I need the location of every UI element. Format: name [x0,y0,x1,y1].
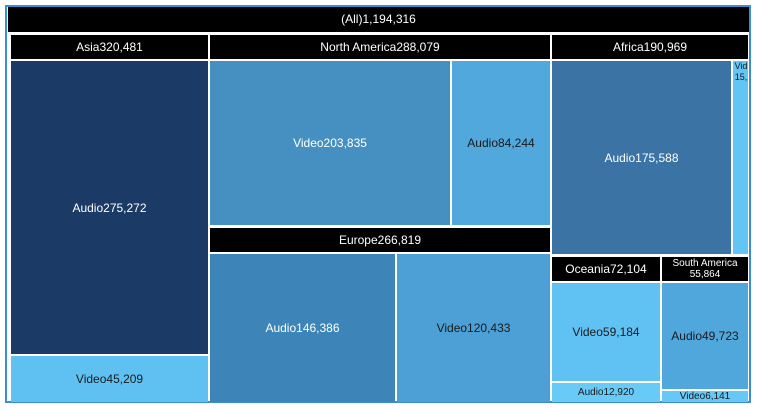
asia-video-value: 45,209 [106,372,144,386]
north-america-header[interactable]: North America 288,079 [210,35,550,59]
oceania-audio-label: Audio [577,387,604,398]
north-america-audio-label: Audio [467,136,498,150]
africa-audio-value: 175,588 [635,150,679,165]
oceania-header[interactable]: Oceania 72,104 [552,257,660,281]
europe-label: Europe [338,232,378,247]
africa-label: Africa [612,39,644,54]
oceania-value: 72,104 [610,261,647,276]
south-america-video-value: 6,141 [705,391,731,402]
oceania-video-label: Video [572,325,603,339]
north-america-value: 288,079 [396,39,440,54]
south-america-value: 55,864 [689,269,721,280]
oceania-audio-tile[interactable]: Audio 12,920 [552,383,660,402]
africa-video-label: Vid [734,61,748,71]
north-america-label: North America [320,39,397,54]
africa-audio-tile[interactable]: Audio 175,588 [552,61,731,254]
north-america-audio-value: 84,244 [498,136,535,150]
africa-video-value: 15, [734,72,748,82]
europe-audio-value: 146,386 [296,321,340,335]
asia-header[interactable]: Asia 320,481 [11,35,208,59]
south-america-header[interactable]: South America 55,864 [662,257,748,281]
europe-video-label: Video [436,321,468,335]
africa-header[interactable]: Africa 190,969 [552,35,748,59]
oceania-video-value: 59,184 [602,325,640,339]
asia-value: 320,481 [99,39,143,54]
asia-audio-tile[interactable]: Audio 275,272 [11,61,208,354]
europe-audio-label: Audio [265,321,297,335]
oceania-video-tile[interactable]: Video 59,184 [552,283,660,381]
root-header[interactable]: (All) 1,194,316 [8,7,749,32]
north-america-audio-tile[interactable]: Audio 84,244 [452,61,550,225]
europe-video-tile[interactable]: Video 120,433 [397,254,550,402]
africa-video-tile[interactable]: Vid 15, [733,61,748,254]
asia-audio-label: Audio [72,200,104,215]
asia-audio-value: 275,272 [103,200,147,215]
oceania-label: Oceania [565,261,610,276]
europe-value: 266,819 [377,232,422,247]
africa-audio-label: Audio [604,150,636,165]
north-america-video-value: 203,835 [323,136,367,150]
south-america-audio-value: 49,723 [702,329,739,343]
europe-header[interactable]: Europe 266,819 [210,228,550,252]
north-america-video-label: Video [293,136,324,150]
asia-video-tile[interactable]: Video 45,209 [11,356,208,402]
root-label: (All) [341,12,363,26]
europe-video-value: 120,433 [467,321,511,335]
south-america-video-tile[interactable]: Video 6,141 [662,391,748,402]
south-america-audio-label: Audio [671,329,702,343]
asia-video-label: Video [75,372,107,386]
europe-audio-tile[interactable]: Audio 146,386 [210,254,395,402]
south-america-label: South America [672,258,738,269]
asia-label: Asia [76,39,100,54]
south-america-video-label: Video [679,391,706,402]
north-america-video-tile[interactable]: Video 203,835 [210,61,450,225]
root-value: 1,194,316 [362,12,416,26]
south-america-audio-tile[interactable]: Audio 49,723 [662,283,748,389]
oceania-audio-value: 12,920 [603,387,635,398]
africa-value: 190,969 [643,39,688,54]
